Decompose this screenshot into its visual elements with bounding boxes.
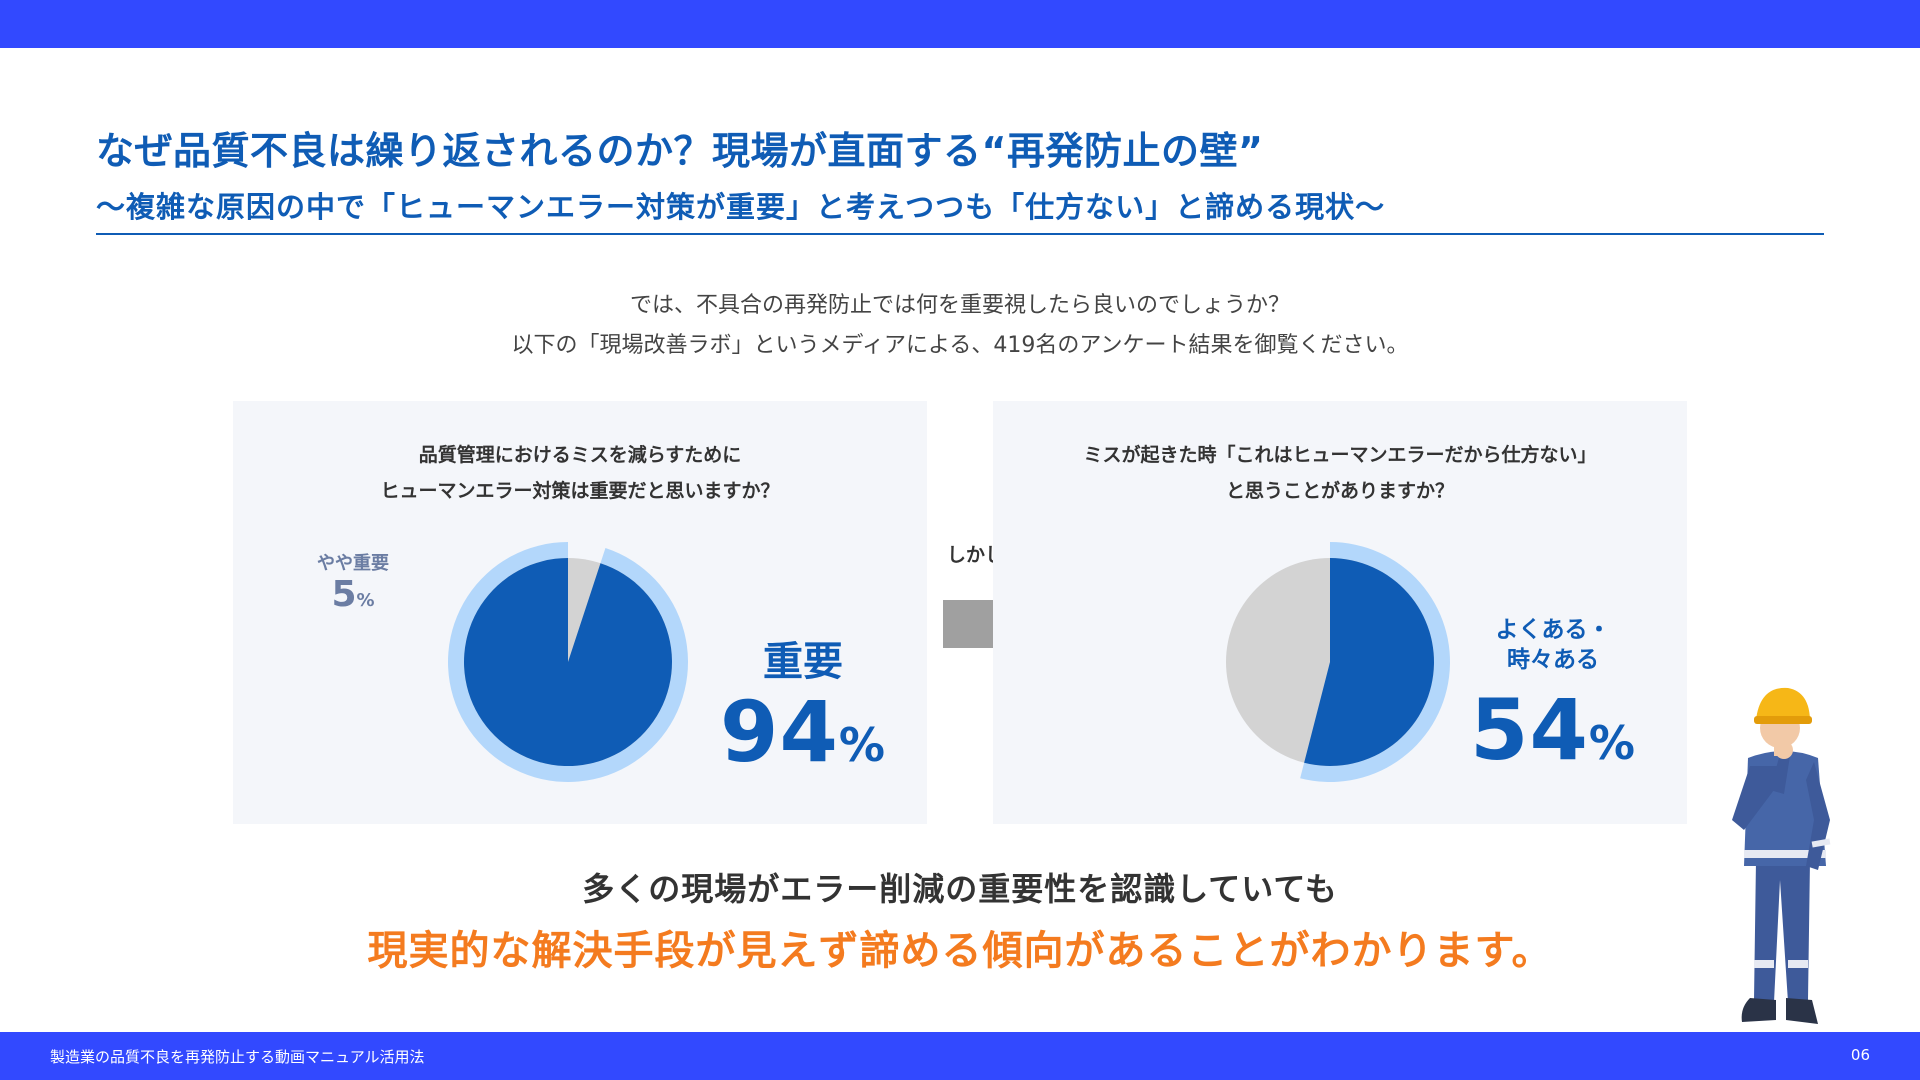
conclusion-line-1: 多くの現場がエラー削減の重要性を認識していても — [582, 870, 1338, 908]
survey-question-resignation: ミスが起きた時「これはヒューマンエラーだから仕方ない」 と思うことがありますか？ — [993, 437, 1687, 509]
major-value-unit: % — [1588, 716, 1636, 770]
major-value-number: 54 — [1470, 681, 1589, 779]
question-line-2: と思うことがありますか？ — [1225, 480, 1454, 502]
survey-panel-resignation: ミスが起きた時「これはヒューマンエラーだから仕方ない」 と思うことがありますか？… — [993, 401, 1687, 824]
pie-chart-importance — [448, 542, 688, 782]
minor-answer-name: やや重要 — [317, 553, 389, 574]
page-subtitle: 〜複雑な原因の中で「ヒューマンエラー対策が重要」と考えつつも「仕方ない」と諦める… — [96, 190, 1386, 224]
major-answer-name-line-1: よくある・ — [1495, 617, 1611, 643]
footer-title: 製造業の品質不良を再発防止する動画マニュアル活用法 — [50, 1048, 425, 1066]
title-divider — [96, 233, 1824, 235]
minor-value-number: 5 — [331, 574, 357, 615]
question-line-1: ミスが起きた時「これはヒューマンエラーだから仕方ない」 — [1083, 444, 1597, 466]
bottom-bar — [0, 1032, 1920, 1080]
intro-line-1: では、不具合の再発防止では何を重要視したら良いのでしょうか？ — [629, 293, 1290, 318]
major-answer-value: 54% — [1453, 685, 1653, 788]
major-value-unit: % — [838, 718, 886, 772]
minor-answer-value: 5% — [313, 575, 393, 621]
question-line-1: 品質管理におけるミスを減らすために — [418, 444, 742, 466]
major-answer-label: よくある・ 時々ある 54% — [1453, 615, 1653, 788]
intro-text: では、不具合の再発防止では何を重要視したら良いのでしょうか？ 以下の「現場改善ラ… — [0, 286, 1920, 366]
pie-slice-main — [464, 558, 672, 766]
worker-illustration — [1732, 687, 1831, 1024]
survey-panel-importance: 品質管理におけるミスを減らすために ヒューマンエラー対策は重要だと思いますか？ … — [233, 401, 927, 824]
page-number: 06 — [1850, 1046, 1870, 1064]
conclusion-highlight: 現実的な解決手段が見えず諦める傾向があることがわかります。 — [367, 928, 1553, 974]
major-value-number: 94 — [720, 683, 839, 781]
survey-question-importance: 品質管理におけるミスを減らすために ヒューマンエラー対策は重要だと思いますか？ — [233, 437, 927, 509]
question-line-2: ヒューマンエラー対策は重要だと思いますか？ — [380, 480, 780, 502]
major-answer-name: 重要 — [763, 639, 843, 685]
pie-chart-resignation — [1226, 542, 1450, 782]
page-title: なぜ品質不良は繰り返されるのか？現場が直面する“再発防止の壁” — [96, 129, 1264, 173]
top-bar — [0, 0, 1920, 48]
intro-line-2: 以下の「現場改善ラボ」というメディアによる、419名のアンケート結果を御覧くださ… — [511, 333, 1409, 358]
major-answer-name-line-2: 時々ある — [1507, 647, 1599, 673]
pie-slice-main — [1304, 558, 1434, 766]
minor-value-unit: % — [356, 590, 375, 611]
major-answer-value: 94% — [703, 687, 903, 790]
major-answer-label: 重要 94% — [703, 629, 903, 790]
minor-answer-label: やや重要 5% — [313, 549, 393, 621]
